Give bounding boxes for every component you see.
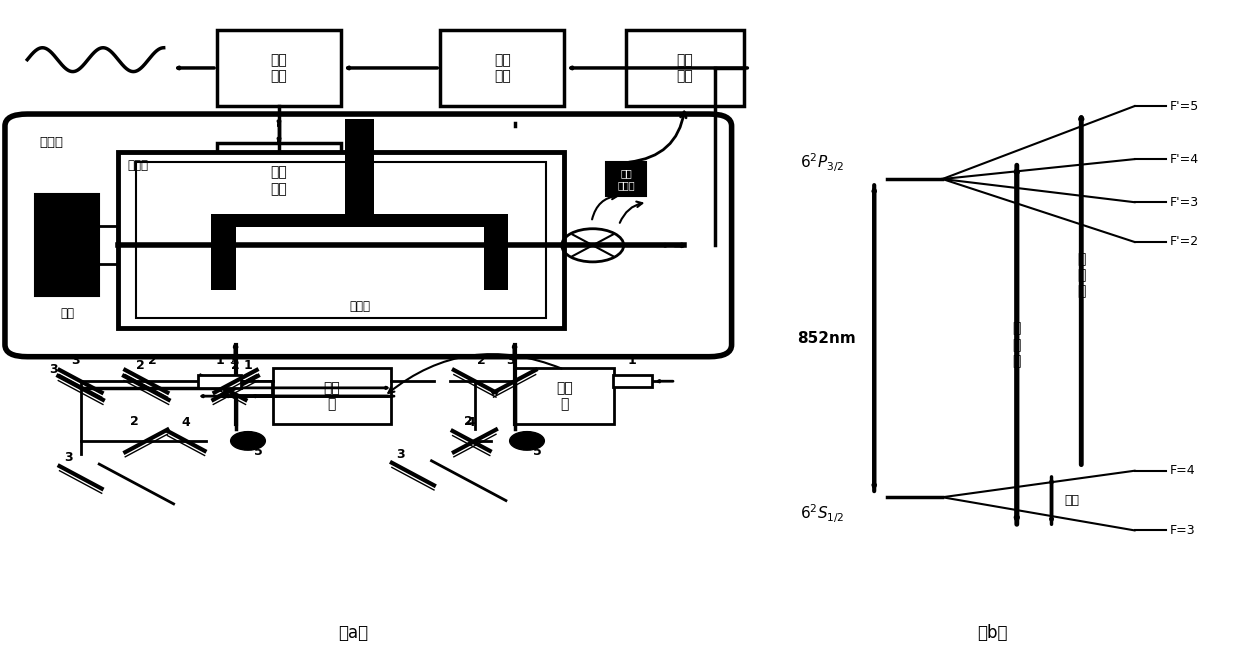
Text: F'=3: F'=3 xyxy=(1169,196,1198,209)
Text: F'=5: F'=5 xyxy=(1169,99,1199,113)
Text: 852nm: 852nm xyxy=(797,331,856,345)
Text: 2: 2 xyxy=(135,359,145,373)
FancyBboxPatch shape xyxy=(515,368,614,424)
Text: 2: 2 xyxy=(148,354,157,367)
Text: F'=4: F'=4 xyxy=(1169,152,1198,166)
FancyBboxPatch shape xyxy=(626,30,744,106)
Text: F=4: F=4 xyxy=(1169,464,1195,477)
Text: 倍频
综合: 倍频 综合 xyxy=(270,166,288,196)
Text: 1: 1 xyxy=(243,359,253,373)
Text: 铯束管: 铯束管 xyxy=(40,136,63,149)
Text: 检测
光: 检测 光 xyxy=(556,381,573,411)
FancyBboxPatch shape xyxy=(224,381,272,395)
Text: F'=2: F'=2 xyxy=(1169,235,1198,249)
Text: 微波: 微波 xyxy=(1064,494,1079,507)
FancyBboxPatch shape xyxy=(217,143,341,219)
Circle shape xyxy=(231,432,265,450)
Text: 磁屏蔽: 磁屏蔽 xyxy=(128,159,149,172)
FancyBboxPatch shape xyxy=(5,114,732,357)
Text: 2: 2 xyxy=(464,415,474,428)
Text: （b）: （b） xyxy=(977,624,1007,642)
Text: 5: 5 xyxy=(532,446,542,459)
Text: 检
测
光: 检 测 光 xyxy=(1078,252,1085,298)
Text: $6^2S_{1/2}$: $6^2S_{1/2}$ xyxy=(800,503,844,525)
FancyBboxPatch shape xyxy=(273,368,391,424)
FancyBboxPatch shape xyxy=(345,119,374,213)
Text: 荧光
信号: 荧光 信号 xyxy=(677,53,693,83)
Text: 3: 3 xyxy=(229,354,237,367)
Text: 2: 2 xyxy=(231,359,241,373)
FancyBboxPatch shape xyxy=(613,375,652,387)
Text: 3: 3 xyxy=(64,452,72,465)
FancyBboxPatch shape xyxy=(136,162,546,318)
FancyBboxPatch shape xyxy=(440,30,564,106)
FancyBboxPatch shape xyxy=(211,213,236,290)
FancyBboxPatch shape xyxy=(217,30,341,106)
FancyBboxPatch shape xyxy=(484,213,508,290)
FancyBboxPatch shape xyxy=(197,375,241,388)
Text: 1: 1 xyxy=(215,354,224,367)
Text: 铯炉: 铯炉 xyxy=(60,307,74,320)
Text: 压控
晶振: 压控 晶振 xyxy=(270,53,288,83)
Text: F=3: F=3 xyxy=(1169,524,1195,537)
Text: 5: 5 xyxy=(253,446,263,459)
FancyBboxPatch shape xyxy=(606,162,646,196)
Text: 抽运
光: 抽运 光 xyxy=(324,381,340,411)
Text: 光电
探测器: 光电 探测器 xyxy=(618,168,635,190)
Circle shape xyxy=(510,432,544,450)
Text: 1: 1 xyxy=(627,354,637,367)
Text: 3: 3 xyxy=(72,354,79,367)
FancyBboxPatch shape xyxy=(35,194,99,296)
Text: 3: 3 xyxy=(507,354,515,367)
Text: 3: 3 xyxy=(397,448,404,461)
FancyBboxPatch shape xyxy=(118,152,564,328)
FancyBboxPatch shape xyxy=(211,213,508,227)
Text: $6^2P_{3/2}$: $6^2P_{3/2}$ xyxy=(800,151,843,174)
Text: 抽
运
光: 抽 运 光 xyxy=(1013,322,1021,368)
Text: 2: 2 xyxy=(476,354,486,367)
Text: 4: 4 xyxy=(466,416,476,430)
Text: 伺服
控制: 伺服 控制 xyxy=(494,53,511,83)
Text: 2: 2 xyxy=(129,415,139,428)
Text: 微波腔: 微波腔 xyxy=(350,300,370,313)
Text: 4: 4 xyxy=(181,416,191,430)
Text: 3: 3 xyxy=(50,363,57,377)
Text: （a）: （a） xyxy=(339,624,368,642)
